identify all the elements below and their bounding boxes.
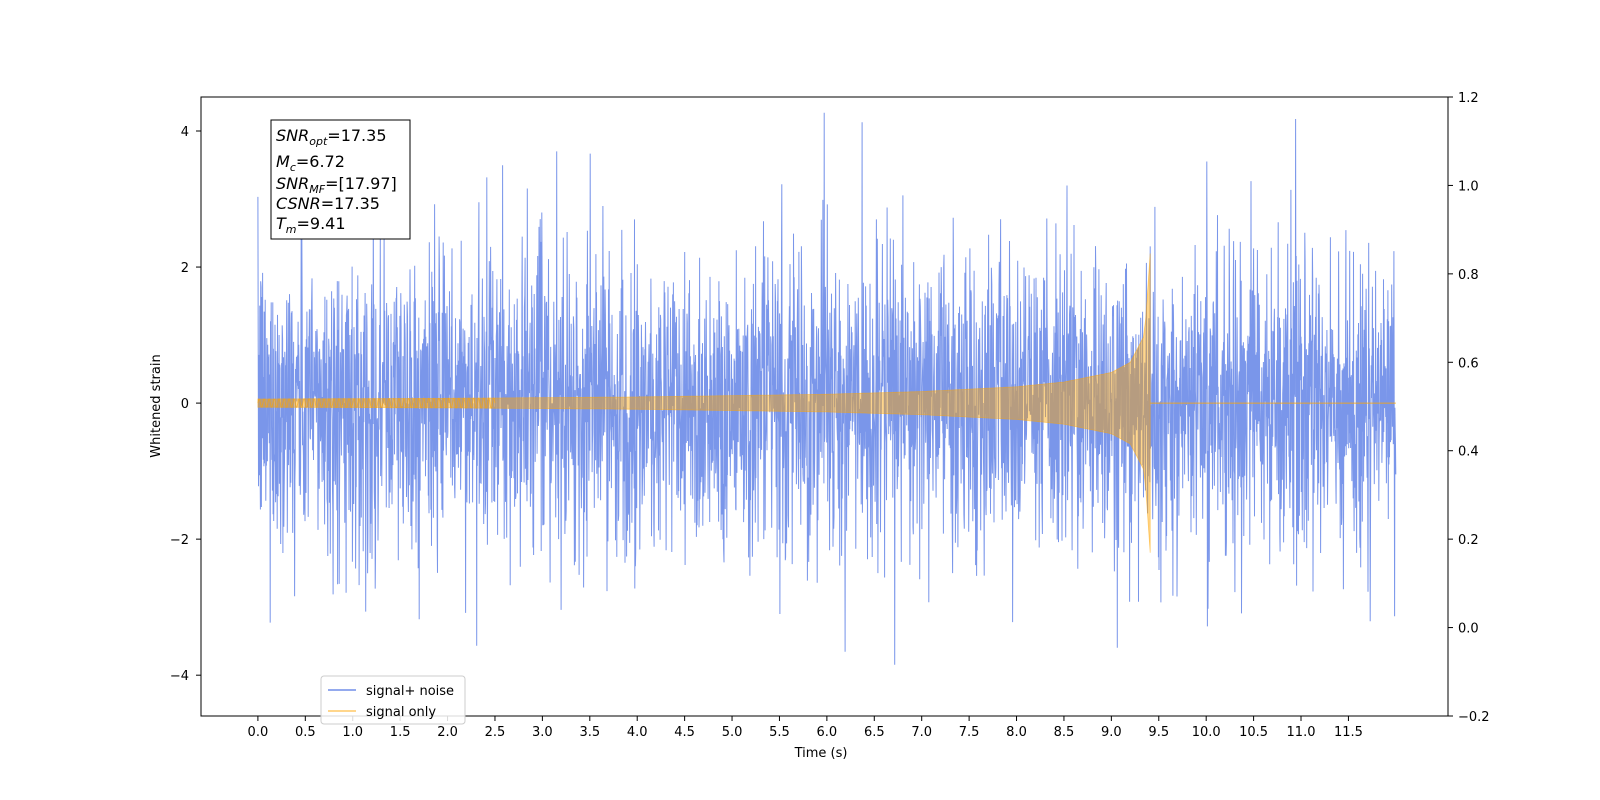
y-tick-label: 0 xyxy=(181,397,189,412)
x-tick-label: 3.0 xyxy=(532,725,553,740)
x-tick-label: 0.0 xyxy=(248,725,269,740)
y-tick-label: 2 xyxy=(181,261,189,276)
plot-frame xyxy=(200,96,1449,717)
x-tick-label: 1.5 xyxy=(390,725,411,740)
annotation-line: SNRopt=17.35 xyxy=(276,126,387,148)
x-tick-label: 9.5 xyxy=(1148,725,1169,740)
series-signal-only xyxy=(257,253,1396,553)
series-signal-noise xyxy=(257,112,1397,665)
annotation-line: CSNR=17.35 xyxy=(276,194,380,213)
y2-tick-label: 0.8 xyxy=(1458,268,1479,283)
y2-tick-label: 1.0 xyxy=(1458,179,1479,194)
x-tick-label: 8.5 xyxy=(1054,725,1075,740)
legend-frame xyxy=(320,675,466,725)
y-axis-label: Whitened strain xyxy=(149,354,164,457)
y2-tick-label: −0.2 xyxy=(1458,710,1490,725)
signal-envelope xyxy=(257,253,1151,553)
x-tick-label: 4.0 xyxy=(627,725,648,740)
x-tick-label: 5.0 xyxy=(722,725,743,740)
x-tick-label: 10.5 xyxy=(1239,725,1268,740)
x-axis: 0.0 0.5 1.0 1.5 2.0 2.5 3.0 3.5 4.0 4.5 5.0 5.5 6.0 6… xyxy=(248,716,1363,740)
signal-oscillation xyxy=(257,397,496,409)
x-tick-label: 6.0 xyxy=(817,725,838,740)
y-tick-label: 4 xyxy=(181,125,189,140)
legend: signal+ noise signal only xyxy=(320,675,466,725)
x-tick-label: 11.5 xyxy=(1334,725,1363,740)
y-axis-left: −4 −2 0 2 4 xyxy=(170,125,201,684)
y2-tick-label: 0.4 xyxy=(1458,445,1479,460)
y2-tick-label: 0.0 xyxy=(1458,622,1479,637)
x-tick-label: 11.0 xyxy=(1287,725,1316,740)
x-tick-label: 5.5 xyxy=(769,725,790,740)
legend-label: signal only xyxy=(366,705,436,720)
plot-area xyxy=(257,112,1397,665)
x-tick-label: 8.0 xyxy=(1006,725,1027,740)
legend-label: signal+ noise xyxy=(366,684,454,699)
annotation-frame xyxy=(270,119,411,240)
annotation-line: SNRMF=[17.97] xyxy=(276,174,397,196)
noise-trace xyxy=(257,112,1397,665)
annotation-line: Tm=9.41 xyxy=(276,214,346,236)
x-tick-label: 3.5 xyxy=(579,725,600,740)
x-tick-label: 4.5 xyxy=(674,725,695,740)
y2-tick-label: 0.2 xyxy=(1458,533,1479,548)
x-tick-label: 2.0 xyxy=(437,725,458,740)
x-tick-label: 6.5 xyxy=(864,725,885,740)
y-axis-right: −0.2 0.0 0.2 0.4 0.6 0.8 1.0 1.2 xyxy=(1448,91,1490,725)
y-tick-label: −4 xyxy=(170,669,189,684)
x-tick-label: 1.0 xyxy=(342,725,363,740)
x-tick-label: 9.0 xyxy=(1101,725,1122,740)
y-tick-label: −2 xyxy=(170,533,189,548)
x-tick-label: 7.5 xyxy=(959,725,980,740)
x-tick-label: 10.0 xyxy=(1192,725,1221,740)
annotation-box: SNRopt=17.35 Mc=6.72SNRMF=[17.97]CSNR=17.… xyxy=(270,119,411,240)
x-tick-label: 0.5 xyxy=(295,725,316,740)
x-tick-label: 2.5 xyxy=(485,725,506,740)
x-tick-label: 7.0 xyxy=(911,725,932,740)
y2-tick-label: 0.6 xyxy=(1458,356,1479,371)
y2-tick-label: 1.2 xyxy=(1458,91,1479,106)
annotation-line: Mc=6.72 xyxy=(276,152,345,174)
x-axis-label: Time (s) xyxy=(794,746,848,761)
